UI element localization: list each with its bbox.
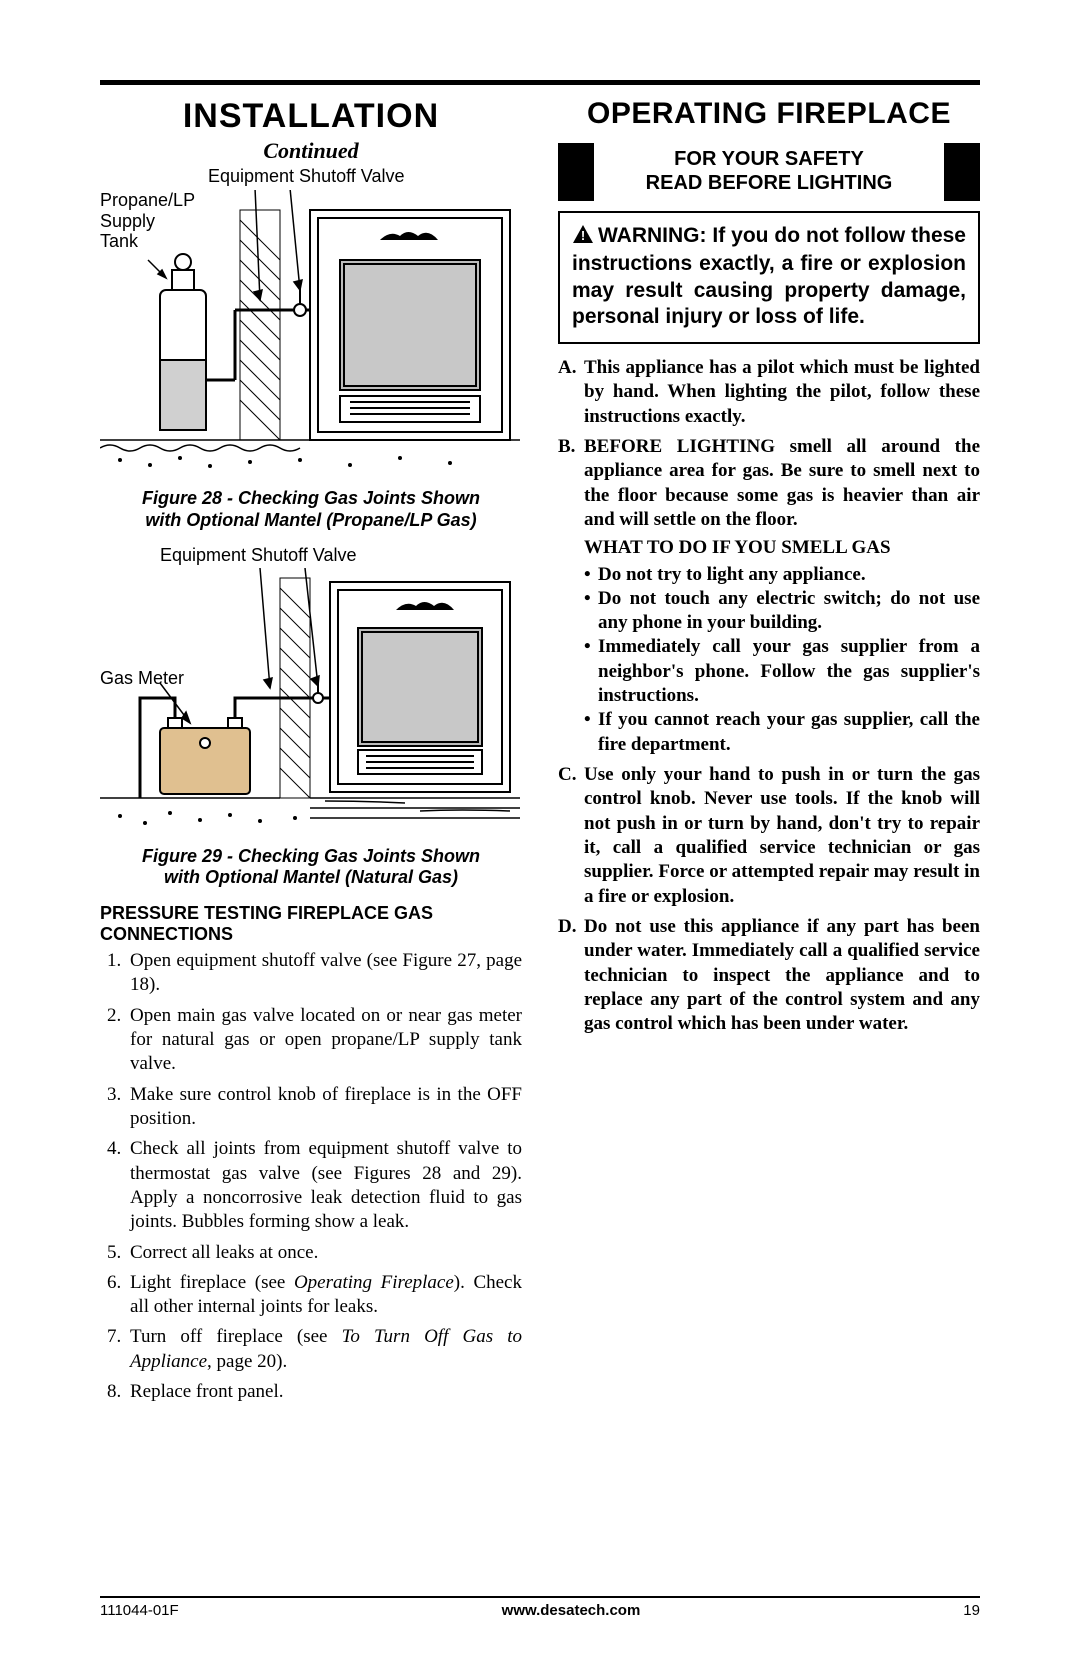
warning-box: ! WARNING: If you do not follow these in… — [558, 211, 980, 344]
fig29-diagram — [100, 568, 520, 838]
step-7: Turn off fireplace (see To Turn Off Gas … — [126, 1325, 522, 1374]
fig28-caption: Figure 28 - Checking Gas Joints Shown wi… — [100, 488, 522, 531]
fig28-diagram — [100, 190, 520, 480]
step-3: Make sure control knob of fireplace is i… — [126, 1083, 522, 1132]
banner-block-right — [944, 143, 980, 201]
banner-block-left — [558, 143, 594, 201]
safety-list: A. This appliance has a pilot which must… — [558, 356, 980, 1036]
step-6: Light fireplace (see Operating Fireplace… — [126, 1271, 522, 1320]
heading-operating: OPERATING FIREPLACE — [558, 97, 980, 131]
step-2: Open main gas valve located on or near g… — [126, 1004, 522, 1077]
pressure-steps: Open equipment shutoff valve (see Figure… — [100, 949, 522, 1404]
warning-text: ! WARNING: If you do not follow these in… — [572, 223, 966, 330]
pressure-heading: PRESSURE TESTING FIREPLACE GAS CONNECTIO… — [100, 903, 522, 945]
footer: 111044-01F www.desatech.com 19 — [100, 1596, 980, 1619]
step-1: Open equipment shutoff valve (see Figure… — [126, 949, 522, 998]
smell-gas-bullets: •Do not try to light any appliance. •Do … — [584, 563, 980, 758]
fig29-valve-label: Equipment Shutoff Valve — [160, 545, 522, 566]
footer-page: 19 — [963, 1602, 980, 1619]
footer-url: www.desatech.com — [502, 1602, 641, 1619]
banner-text: FOR YOUR SAFETY READ BEFORE LIGHTING — [594, 143, 944, 201]
safety-banner: FOR YOUR SAFETY READ BEFORE LIGHTING — [558, 143, 980, 201]
top-rule — [100, 80, 980, 85]
heading-installation: INSTALLATION — [100, 97, 522, 136]
item-d: D. Do not use this appliance if any part… — [558, 915, 980, 1037]
figure-29: Gas Meter — [100, 568, 522, 838]
figure-28: Equipment Shutoff Valve Propane/LP Suppl… — [100, 166, 522, 480]
step-8: Replace front panel. — [126, 1380, 522, 1404]
smell-gas-head: WHAT TO DO IF YOU SMELL GAS — [584, 536, 980, 560]
fig29-caption: Figure 29 - Checking Gas Joints Shown wi… — [100, 846, 522, 889]
footer-doc-id: 111044-01F — [100, 1602, 179, 1619]
item-a: A. This appliance has a pilot which must… — [558, 356, 980, 429]
svg-text:!: ! — [581, 228, 585, 243]
fig28-valve-label: Equipment Shutoff Valve — [208, 166, 404, 187]
item-b: B. BEFORE LIGHTING smell all around the … — [558, 435, 980, 757]
step-4: Check all joints from equipment shutoff … — [126, 1137, 522, 1234]
left-column: INSTALLATION Continued Equipment Shutoff… — [100, 97, 522, 1410]
item-c: C. Use only your hand to push in or turn… — [558, 763, 980, 909]
right-column: OPERATING FIREPLACE FOR YOUR SAFETY READ… — [558, 97, 980, 1410]
warning-icon: ! — [572, 224, 594, 251]
heading-continued: Continued — [100, 138, 522, 164]
step-5: Correct all leaks at once. — [126, 1241, 522, 1265]
